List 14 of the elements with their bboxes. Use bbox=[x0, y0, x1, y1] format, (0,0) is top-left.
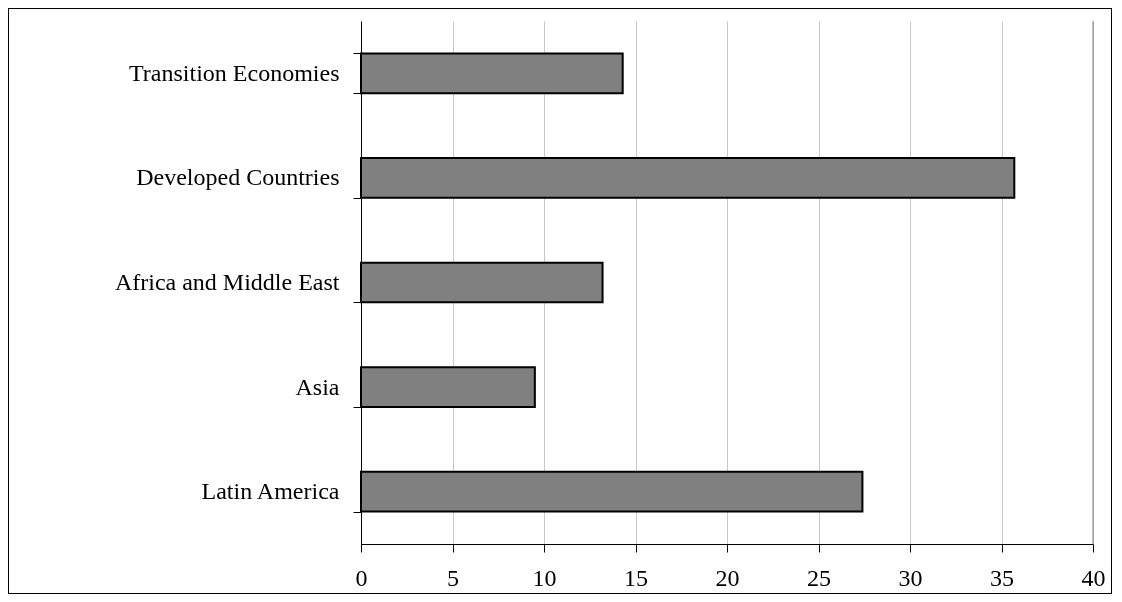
y-tick-label: Developed Countries bbox=[136, 164, 340, 191]
x-tick-label: 40 bbox=[1081, 564, 1106, 591]
x-tick-label: 10 bbox=[532, 564, 557, 591]
y-tick-label: Asia bbox=[295, 373, 340, 400]
y-tick-label: Transition Economies bbox=[129, 59, 340, 86]
y-tick-label: Africa and Middle East bbox=[114, 269, 340, 295]
x-tick-label: 30 bbox=[898, 564, 923, 591]
x-tick-label: 0 bbox=[355, 564, 368, 591]
x-tick-label: 35 bbox=[990, 564, 1014, 591]
y-tick-label: Latin America bbox=[201, 478, 340, 505]
x-tick-label: 15 bbox=[624, 564, 648, 591]
x-tick-label: 25 bbox=[807, 564, 831, 591]
x-tick-label: 20 bbox=[715, 564, 740, 591]
x-tick-label: 5 bbox=[447, 564, 459, 591]
